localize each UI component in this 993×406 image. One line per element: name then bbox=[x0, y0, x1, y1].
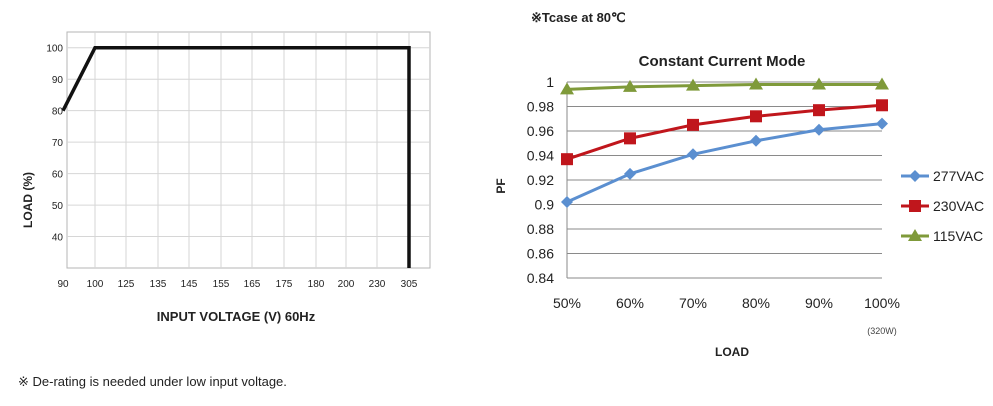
legend-marker-277vac bbox=[909, 170, 921, 182]
y-tick-label: 0.92 bbox=[527, 172, 554, 188]
x-tick-label: 175 bbox=[276, 279, 293, 290]
x-tick-label: 145 bbox=[181, 279, 198, 290]
data-point-277vac bbox=[750, 134, 762, 147]
x-tick-label: 100 bbox=[87, 279, 104, 290]
legend-label-230vac: 230VAC bbox=[933, 198, 984, 214]
data-point-230vac bbox=[561, 153, 573, 166]
y-tick-label: 1 bbox=[546, 74, 554, 90]
y-tick-label: 0.88 bbox=[527, 221, 554, 237]
data-point-115vac bbox=[560, 82, 574, 95]
data-point-277vac bbox=[813, 123, 825, 136]
legend-marker-230vac bbox=[909, 200, 921, 212]
y-axis-title: PF bbox=[494, 178, 508, 193]
tcase-note: ※Tcase at 80℃ bbox=[531, 10, 626, 25]
y-tick-label: 60 bbox=[52, 170, 64, 181]
legend-label-115vac: 115VAC bbox=[933, 228, 983, 244]
data-point-277vac bbox=[624, 167, 636, 180]
series-line-277vac bbox=[566, 122, 883, 204]
x-tick-label: 50% bbox=[553, 295, 581, 311]
legend-marker-115vac bbox=[908, 229, 922, 241]
y-axis-title: LOAD (%) bbox=[21, 172, 35, 228]
x-tick-sublabel: (320W) bbox=[867, 326, 897, 336]
x-tick-label: 180 bbox=[308, 279, 325, 290]
data-point-115vac bbox=[749, 77, 763, 90]
data-point-230vac bbox=[876, 99, 888, 112]
y-tick-label: 80 bbox=[52, 107, 64, 118]
data-point-277vac bbox=[876, 117, 888, 130]
data-point-115vac bbox=[875, 77, 889, 90]
derating-chart: 90 100 125 135 145 155 165 175 180 200 230 305 40 50 6… bbox=[21, 31, 431, 324]
y-tick-label: 0.9 bbox=[535, 197, 555, 213]
x-tick-label: 305 bbox=[401, 279, 418, 290]
footnote: ※ De-rating is needed under low input vo… bbox=[18, 374, 287, 389]
load-series-line bbox=[61, 45, 411, 268]
pf-chart: ※Tcase at 80℃ Constant Current Mode 0.84 0.… bbox=[494, 10, 984, 359]
plot-frame bbox=[66, 31, 431, 269]
x-axis-title: INPUT VOLTAGE (V) 60Hz bbox=[157, 309, 316, 324]
data-point-230vac bbox=[813, 104, 825, 117]
chart-title: Constant Current Mode bbox=[639, 53, 806, 70]
data-point-277vac bbox=[561, 196, 573, 209]
x-axis-title: LOAD bbox=[715, 345, 749, 359]
x-tick-label: 230 bbox=[369, 279, 386, 290]
data-point-230vac bbox=[687, 118, 699, 131]
data-point-277vac bbox=[687, 148, 699, 161]
data-point-115vac bbox=[812, 77, 826, 90]
x-tick-label: 80% bbox=[742, 295, 770, 311]
data-point-230vac bbox=[624, 132, 636, 145]
y-tick-label: 50 bbox=[52, 201, 64, 212]
legend-label-277vac: 277VAC bbox=[933, 168, 984, 184]
x-tick-label: 135 bbox=[150, 279, 167, 290]
y-tick-label: 0.96 bbox=[527, 123, 554, 139]
x-tick-label: 90 bbox=[57, 279, 69, 290]
data-point-230vac bbox=[750, 110, 762, 123]
y-tick-label: 0.94 bbox=[527, 148, 554, 164]
y-tick-label: 90 bbox=[52, 75, 64, 86]
y-tick-label: 70 bbox=[52, 138, 64, 149]
x-tick-label: 60% bbox=[616, 295, 644, 311]
series-line-230vac bbox=[566, 103, 883, 161]
x-tick-label: 155 bbox=[213, 279, 230, 290]
x-tick-label: 70% bbox=[679, 295, 707, 311]
y-tick-label: 0.98 bbox=[527, 99, 554, 115]
data-point-115vac bbox=[623, 79, 637, 92]
data-point-115vac bbox=[686, 78, 700, 91]
series-line-115vac bbox=[566, 82, 882, 91]
y-tick-label: 0.86 bbox=[527, 246, 554, 262]
y-tick-label: 0.84 bbox=[527, 270, 554, 286]
x-tick-label: 100% bbox=[864, 295, 900, 311]
x-tick-label: 165 bbox=[244, 279, 261, 290]
x-tick-label: 125 bbox=[118, 279, 135, 290]
y-tick-label: 100 bbox=[46, 44, 63, 55]
x-tick-label: 90% bbox=[805, 295, 833, 311]
y-tick-label: 40 bbox=[52, 233, 64, 244]
x-tick-label: 200 bbox=[338, 279, 355, 290]
